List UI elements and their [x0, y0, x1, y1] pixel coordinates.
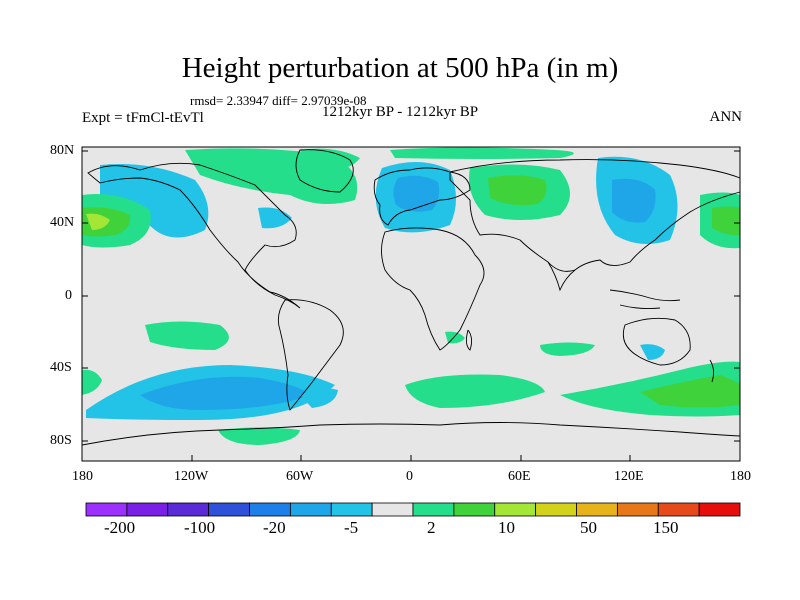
lon-label-0: 0 — [406, 469, 413, 484]
colorbar-swatch — [249, 502, 291, 517]
colorbar-swatch — [535, 502, 577, 517]
lon-label-120e: 120E — [614, 469, 644, 484]
lon-label-120w: 120W — [174, 469, 209, 484]
lat-label-80s: 80S — [50, 433, 72, 448]
colorbar-label: 2 — [427, 518, 436, 537]
colorbar-label: 50 — [580, 518, 597, 537]
colorbar — [85, 502, 741, 517]
colorbar-label: 10 — [498, 518, 515, 537]
colorbar-swatch — [453, 502, 496, 517]
lat-label-40s: 40S — [50, 360, 72, 375]
colorbar-label: 150 — [653, 518, 679, 537]
colorbar-swatch — [412, 502, 455, 517]
coast-asia — [449, 159, 741, 272]
colorbar-swatch — [494, 502, 537, 517]
colorbar-swatch — [85, 502, 128, 517]
colorbar-swatch — [167, 502, 210, 517]
colorbar-swatch — [208, 502, 250, 517]
anomaly-south-pacific-core — [140, 376, 310, 410]
lat-label-0: 0 — [65, 288, 72, 303]
figure-title: Height perturbation at 500 hPa (in m) — [181, 52, 619, 84]
anomaly-date-line-east-core — [712, 206, 740, 236]
coast-australia — [622, 317, 691, 366]
period-label: 1212kyr BP - 1212kyr BP — [322, 104, 479, 120]
coast-indonesia — [609, 289, 681, 310]
anomaly-north-pacific — [100, 164, 209, 238]
anomaly-asia-core — [612, 178, 656, 223]
coast-new-zealand — [709, 359, 715, 383]
anomaly-indian-ocean — [540, 342, 595, 356]
anomaly-west-asia-core — [488, 175, 547, 206]
axis-ticks — [81, 150, 741, 461]
rmsd-stats: rmsd= 2.33947 diff= 2.97039e-08 — [190, 93, 367, 108]
anomaly-date-line-west-peak — [86, 213, 110, 230]
colorbar-swatch — [330, 502, 373, 517]
colorbar-swatch — [126, 502, 169, 517]
coast-greenland — [295, 149, 354, 193]
colorbar-label: -5 — [344, 518, 359, 537]
colorbar-swatch — [698, 502, 741, 517]
anomaly-southern-ocean-west — [82, 369, 102, 395]
colorbar-label: -20 — [263, 518, 286, 537]
lat-label-40n: 40N — [50, 215, 75, 230]
anomaly-antarctic — [218, 427, 300, 445]
anomaly-tropical-pacific — [145, 321, 229, 350]
coast-antarctica — [81, 422, 741, 446]
anomaly-north-america-east — [258, 207, 292, 229]
coast-india — [547, 261, 576, 292]
coast-africa — [381, 227, 485, 351]
positive-anomaly-regions — [82, 147, 740, 445]
lon-label-180w: 180 — [72, 469, 93, 484]
colorbar-swatch — [371, 502, 414, 517]
anomaly-southern-ocean-east-core — [640, 375, 740, 408]
colorbar-swatch — [616, 502, 659, 517]
anomaly-madagascar — [445, 331, 465, 344]
coast-south-america — [277, 299, 344, 411]
anomaly-south-atlantic — [300, 388, 338, 408]
coastlines — [81, 149, 741, 446]
anomaly-south-atlantic-band — [405, 374, 545, 408]
coast-europe — [373, 167, 471, 226]
colorbar-label: -100 — [184, 518, 216, 537]
anomaly-europe-core — [393, 175, 440, 212]
experiment-label: Expt = tFmCl-tEvTl — [82, 110, 204, 126]
coast-north-america — [87, 162, 301, 309]
colorbar-swatch — [289, 502, 332, 517]
colorbar-swatch — [657, 502, 700, 517]
colorbar-swatch — [576, 502, 618, 517]
colorbar-label: -200 — [104, 518, 136, 537]
season-label: ANN — [709, 109, 743, 125]
coast-madagascar — [465, 329, 473, 351]
anomaly-north-atlantic — [300, 148, 360, 171]
lon-label-60e: 60E — [508, 469, 531, 484]
lon-label-60w: 60W — [286, 469, 314, 484]
anomaly-australia-south — [640, 344, 665, 360]
lat-label-80n: 80N — [50, 143, 75, 158]
anomaly-arctic — [390, 147, 574, 159]
map-panel — [81, 146, 741, 462]
negative-anomaly-regions — [86, 156, 678, 420]
lon-label-180e: 180 — [730, 469, 751, 484]
